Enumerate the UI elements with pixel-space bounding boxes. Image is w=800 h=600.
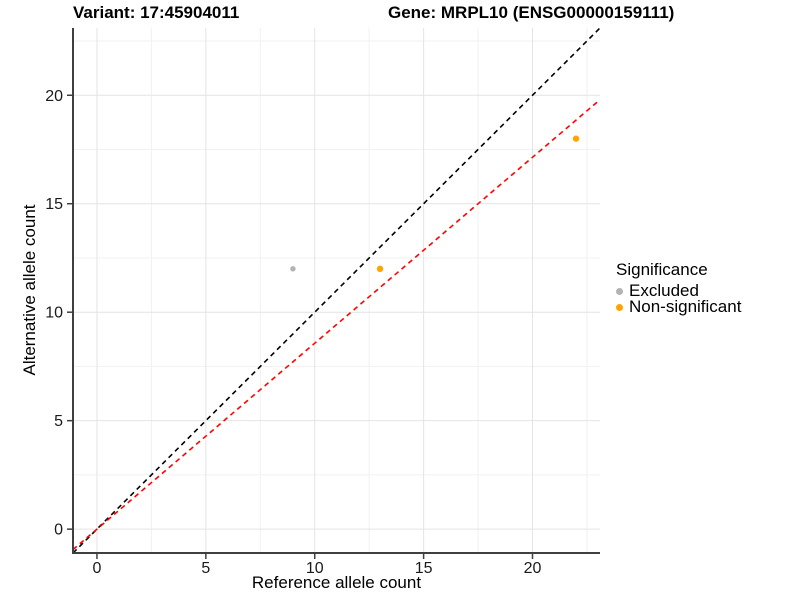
excluded-point-icon xyxy=(616,287,623,295)
x-tick-label: 5 xyxy=(201,560,210,577)
legend-item-label: Excluded xyxy=(629,281,699,300)
plot-title-variant: Variant: 17:45904011 xyxy=(73,3,240,22)
expected-ratio-line xyxy=(73,99,600,551)
y-tick-label: 5 xyxy=(54,413,63,430)
y-tick-label: 15 xyxy=(45,196,63,213)
data-point-non-significant xyxy=(376,265,384,273)
legend-item-label: Non-significant xyxy=(629,297,742,316)
data-point-excluded xyxy=(290,266,296,272)
y-tick-label: 0 xyxy=(54,522,63,539)
y-tick-label: 20 xyxy=(45,88,63,105)
legend: Significance Excluded Non-significant xyxy=(616,260,741,315)
identity-line xyxy=(73,28,600,553)
y-tick-label: 10 xyxy=(45,305,63,322)
x-tick-label: 0 xyxy=(93,560,102,577)
x-axis-label: Reference allele count xyxy=(251,573,422,592)
legend-item-non-significant: Non-significant xyxy=(616,297,742,316)
plot-title-gene: Gene: MRPL10 (ENSG00000159111) xyxy=(388,3,675,22)
non-significant-point-icon xyxy=(616,303,623,311)
x-tick-label: 20 xyxy=(524,560,542,577)
x-tick-label: 15 xyxy=(415,560,433,577)
data-point-non-significant xyxy=(572,135,580,142)
y-axis-label: Alternative allele count xyxy=(20,204,39,376)
x-tick-label: 10 xyxy=(306,560,324,577)
legend-item-excluded: Excluded xyxy=(616,281,741,300)
legend-title: Significance xyxy=(616,260,708,279)
